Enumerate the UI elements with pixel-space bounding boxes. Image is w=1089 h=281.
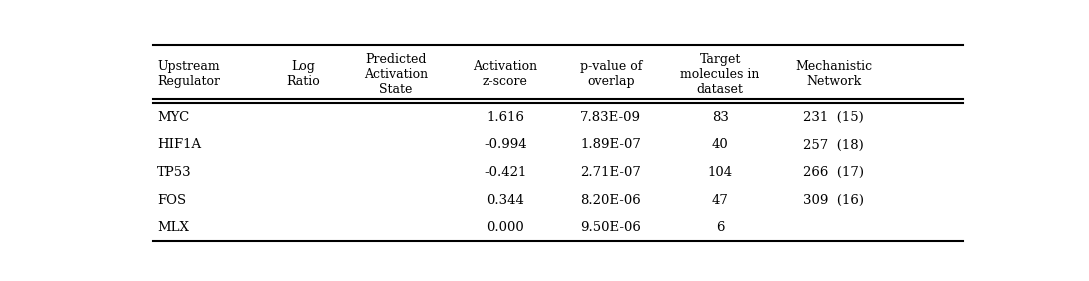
Text: Target
molecules in
dataset: Target molecules in dataset — [681, 53, 760, 96]
Text: Mechanistic
Network: Mechanistic Network — [795, 60, 872, 88]
Text: HIF1A: HIF1A — [157, 139, 201, 151]
Text: 0.344: 0.344 — [487, 194, 525, 207]
Text: 6: 6 — [715, 221, 724, 234]
Text: 104: 104 — [708, 166, 733, 179]
Text: Activation
z-score: Activation z-score — [474, 60, 538, 88]
Text: 7.83E-09: 7.83E-09 — [580, 111, 641, 124]
Text: p-value of
overlap: p-value of overlap — [579, 60, 641, 88]
Text: 1.616: 1.616 — [487, 111, 525, 124]
Text: 9.50E-06: 9.50E-06 — [580, 221, 641, 234]
Text: 2.71E-07: 2.71E-07 — [580, 166, 641, 179]
Text: -0.994: -0.994 — [485, 139, 527, 151]
Text: TP53: TP53 — [157, 166, 192, 179]
Text: -0.421: -0.421 — [485, 166, 527, 179]
Text: 231  (15): 231 (15) — [804, 111, 864, 124]
Text: 83: 83 — [712, 111, 729, 124]
Text: MLX: MLX — [157, 221, 189, 234]
Text: 8.20E-06: 8.20E-06 — [580, 194, 641, 207]
Text: 47: 47 — [712, 194, 729, 207]
Text: Log
Ratio: Log Ratio — [286, 60, 320, 88]
Text: 266  (17): 266 (17) — [803, 166, 864, 179]
Text: MYC: MYC — [157, 111, 189, 124]
Text: 40: 40 — [712, 139, 729, 151]
Text: 309  (16): 309 (16) — [803, 194, 864, 207]
Text: Predicted
Activation
State: Predicted Activation State — [364, 53, 428, 96]
Text: 257  (18): 257 (18) — [804, 139, 864, 151]
Text: 0.000: 0.000 — [487, 221, 524, 234]
Text: 1.89E-07: 1.89E-07 — [580, 139, 641, 151]
Text: Upstream
Regulator: Upstream Regulator — [157, 60, 220, 88]
Text: FOS: FOS — [157, 194, 186, 207]
